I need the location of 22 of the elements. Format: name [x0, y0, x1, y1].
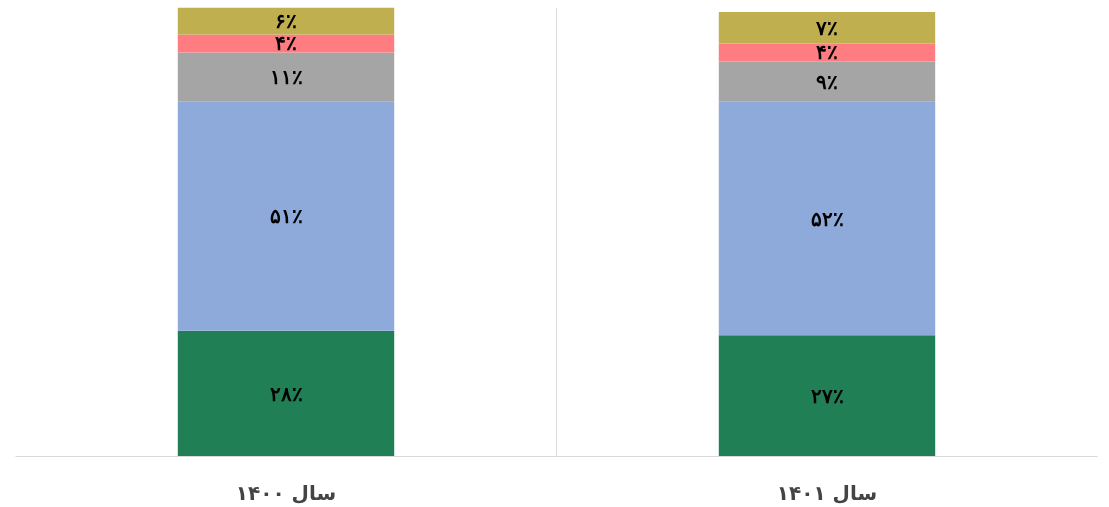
bar — [718, 11, 936, 44]
bar — [718, 61, 936, 102]
bar — [718, 101, 936, 336]
bar — [177, 101, 395, 331]
data-label: ۲۷٪ — [810, 384, 844, 407]
bar — [177, 34, 395, 53]
data-label: ۴٪ — [275, 32, 297, 55]
x-tick-label: سال ۱۴۰۱ — [776, 480, 878, 505]
data-label: ۱۱٪ — [269, 66, 303, 89]
data-label: ۵۱٪ — [269, 205, 303, 228]
bar — [177, 7, 395, 35]
bar — [177, 330, 395, 457]
bar — [718, 43, 936, 62]
data-label: ۵۲٪ — [810, 207, 844, 230]
bar — [718, 335, 936, 457]
bar — [177, 52, 395, 102]
data-label: ۹٪ — [816, 70, 838, 93]
data-label: ۴٪ — [816, 41, 838, 64]
data-label: ۷٪ — [815, 16, 838, 39]
data-label: ۶٪ — [275, 9, 297, 32]
x-tick-label: سال ۱۴۰۰ — [235, 480, 337, 505]
data-label: ۲۸٪ — [269, 382, 303, 405]
